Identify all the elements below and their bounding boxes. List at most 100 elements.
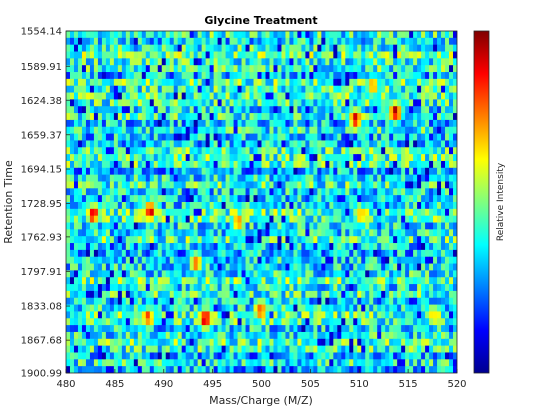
- heatmap-cell: [449, 188, 454, 196]
- heatmap-cell: [229, 174, 234, 182]
- heatmap-cell: [165, 304, 171, 312]
- heatmap-cell: [425, 44, 430, 52]
- heatmap-cell: [201, 160, 207, 169]
- heatmap-cell: [369, 31, 374, 39]
- heatmap-cell: [237, 99, 242, 107]
- heatmap-cell: [201, 236, 207, 244]
- heatmap-cell: [245, 119, 250, 128]
- heatmap-cell: [181, 270, 187, 278]
- heatmap-cell: [337, 147, 342, 155]
- heatmap-cell: [293, 99, 298, 107]
- heatmap-cell: [109, 202, 115, 210]
- heatmap-cell: [309, 243, 314, 251]
- heatmap-cell: [157, 85, 163, 93]
- heatmap-cell: [345, 119, 350, 128]
- heatmap-cell: [281, 195, 286, 203]
- heatmap-cell: [269, 229, 274, 237]
- heatmap-cell: [309, 229, 314, 237]
- heatmap-cell: [449, 58, 454, 66]
- heatmap-cell: [225, 37, 230, 46]
- heatmap-cell: [66, 331, 71, 340]
- heatmap-cell: [429, 290, 434, 299]
- heatmap-cell: [165, 249, 171, 258]
- heatmap-cell: [213, 256, 219, 264]
- heatmap-cell: [365, 119, 370, 128]
- heatmap-cell: [161, 126, 167, 134]
- heatmap-cell: [205, 99, 211, 107]
- heatmap-cell: [293, 297, 298, 305]
- heatmap-cell: [69, 277, 75, 285]
- heatmap-cell: [257, 167, 262, 176]
- heatmap-cell: [101, 31, 107, 39]
- heatmap-cell: [349, 243, 354, 251]
- heatmap-cell: [305, 65, 310, 73]
- heatmap-cell: [253, 229, 258, 237]
- heatmap-cell: [393, 236, 398, 244]
- heatmap-cell: [293, 92, 298, 100]
- heatmap-cell: [345, 126, 350, 134]
- heatmap-cell: [66, 338, 71, 347]
- heatmap-cell: [425, 154, 430, 162]
- heatmap-cell: [305, 284, 310, 292]
- heatmap-cell: [377, 126, 382, 134]
- heatmap-cell: [113, 147, 119, 155]
- heatmap-cell: [217, 92, 222, 100]
- heatmap-cell: [77, 78, 83, 87]
- heatmap-cell: [313, 202, 318, 210]
- heatmap-cell: [93, 208, 99, 217]
- heatmap-cell: [305, 58, 310, 66]
- heatmap-cell: [97, 222, 103, 230]
- heatmap-cell: [141, 160, 147, 169]
- heatmap-cell: [401, 99, 406, 107]
- heatmap-cell: [93, 126, 99, 134]
- heatmap-cell: [265, 113, 270, 121]
- heatmap-cell: [413, 181, 418, 189]
- heatmap-cell: [265, 78, 270, 87]
- heatmap-cell: [113, 167, 119, 176]
- heatmap-cell: [177, 222, 183, 230]
- heatmap-cell: [381, 359, 386, 367]
- heatmap-cell: [397, 51, 402, 59]
- heatmap-cell: [417, 44, 422, 52]
- heatmap-cell: [429, 331, 434, 340]
- heatmap-cell: [245, 160, 250, 169]
- heatmap-cell: [233, 311, 238, 319]
- heatmap-cell: [137, 338, 143, 347]
- heatmap-cell: [357, 249, 362, 258]
- heatmap-cell: [157, 263, 163, 271]
- heatmap-cell: [373, 37, 378, 46]
- heatmap-cell: [113, 263, 119, 271]
- heatmap-cell: [89, 31, 95, 39]
- heatmap-cell: [409, 311, 414, 319]
- heatmap-cell: [453, 188, 457, 196]
- y-tick-label: 1694.15: [21, 165, 62, 176]
- heatmap-cell: [125, 208, 131, 217]
- heatmap-cell: [305, 331, 310, 340]
- heatmap-cell: [229, 222, 234, 230]
- heatmap-cell: [421, 44, 426, 52]
- heatmap-cell: [305, 222, 310, 230]
- heatmap-cell: [153, 154, 159, 162]
- heatmap-cell: [129, 72, 135, 80]
- heatmap-cell: [437, 338, 442, 347]
- heatmap-cell: [273, 345, 278, 353]
- heatmap-cell: [337, 338, 342, 347]
- heatmap-cell: [173, 270, 179, 278]
- heatmap-cell: [109, 366, 115, 373]
- heatmap-cell: [201, 345, 207, 353]
- heatmap-cell: [349, 263, 354, 271]
- heatmap-cell: [97, 44, 103, 52]
- heatmap-cell: [389, 37, 394, 46]
- heatmap-cell: [273, 325, 278, 333]
- heatmap-cell: [269, 106, 274, 114]
- heatmap-cell: [66, 304, 71, 312]
- heatmap-cell: [81, 92, 87, 100]
- heatmap-cell: [393, 119, 398, 128]
- heatmap-cell: [313, 51, 318, 59]
- heatmap-cell: [293, 249, 298, 258]
- heatmap-cell: [209, 160, 215, 169]
- heatmap-cell: [289, 78, 294, 87]
- heatmap-cell: [249, 119, 254, 128]
- heatmap-cell: [317, 126, 322, 134]
- heatmap-cell: [289, 366, 294, 373]
